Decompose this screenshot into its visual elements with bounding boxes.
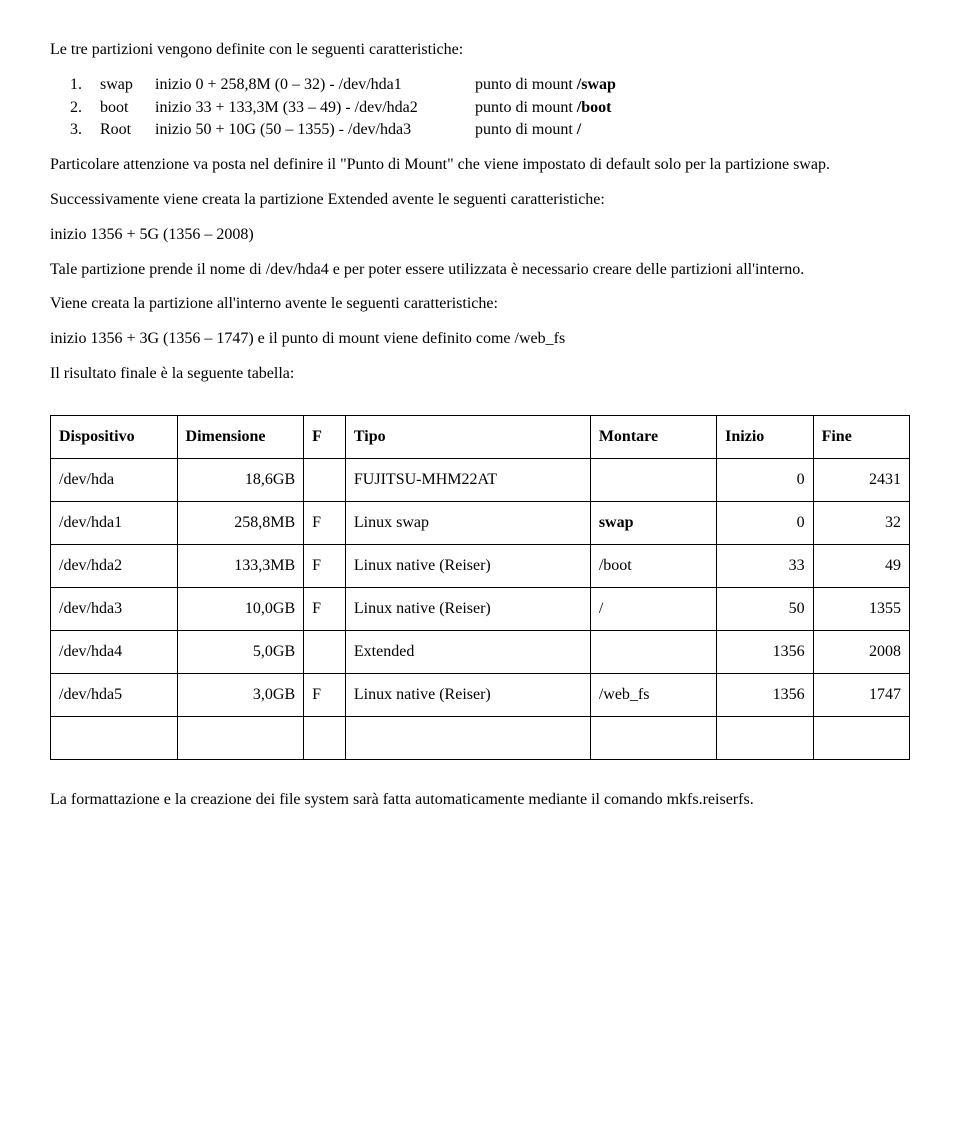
table-cell: 1355	[813, 587, 909, 630]
paragraph-8: La formattazione e la creazione dei file…	[50, 790, 910, 811]
table-cell: 18,6GB	[177, 458, 304, 501]
mount-point: /swap	[577, 76, 616, 93]
list-mount: punto di mount /swap	[475, 75, 616, 96]
table-cell: /dev/hda5	[51, 673, 178, 716]
table-cell: 0	[717, 501, 813, 544]
paragraph-1: Particolare attenzione va posta nel defi…	[50, 155, 910, 176]
table-row: /dev/hda53,0GBFLinux native (Reiser)/web…	[51, 673, 910, 716]
table-row: /dev/hda310,0GBFLinux native (Reiser)/50…	[51, 587, 910, 630]
paragraph-6: inizio 1356 + 3G (1356 – 1747) e il punt…	[50, 329, 910, 350]
table-cell: 258,8MB	[177, 501, 304, 544]
th-f: F	[304, 415, 346, 458]
table-row: /dev/hda18,6GB FUJITSU-MHM22AT 02431	[51, 458, 910, 501]
table-cell: /boot	[590, 544, 716, 587]
table-cell: /	[590, 587, 716, 630]
table-row	[51, 716, 910, 759]
list-number: 2.	[50, 98, 100, 119]
partition-table: Dispositivo Dimensione F Tipo Montare In…	[50, 415, 910, 760]
table-cell	[717, 716, 813, 759]
list-item: 3.Rootinizio 50 + 10G (50 – 1355) - /dev…	[50, 120, 910, 141]
table-cell: 3,0GB	[177, 673, 304, 716]
table-header-row: Dispositivo Dimensione F Tipo Montare In…	[51, 415, 910, 458]
table-cell	[590, 716, 716, 759]
th-dimensione: Dimensione	[177, 415, 304, 458]
list-item: 2.bootinizio 33 + 133,3M (33 – 49) - /de…	[50, 98, 910, 119]
table-cell: Linux native (Reiser)	[345, 673, 590, 716]
list-number: 3.	[50, 120, 100, 141]
table-cell	[177, 716, 304, 759]
table-cell: swap	[590, 501, 716, 544]
table-cell	[304, 630, 346, 673]
table-cell: /web_fs	[590, 673, 716, 716]
th-tipo: Tipo	[345, 415, 590, 458]
table-cell: /dev/hda1	[51, 501, 178, 544]
list-spec: inizio 33 + 133,3M (33 – 49) - /dev/hda2	[155, 98, 475, 119]
list-label: swap	[100, 75, 155, 96]
paragraph-2: Successivamente viene creata la partizio…	[50, 190, 910, 211]
partition-list: 1.swapinizio 0 + 258,8M (0 – 32) - /dev/…	[50, 75, 910, 141]
table-cell: 33	[717, 544, 813, 587]
mount-point: /boot	[577, 99, 612, 116]
paragraph-7: Il risultato finale è la seguente tabell…	[50, 364, 910, 385]
table-cell	[590, 630, 716, 673]
table-cell: Linux swap	[345, 501, 590, 544]
list-spec: inizio 50 + 10G (50 – 1355) - /dev/hda3	[155, 120, 475, 141]
list-label: boot	[100, 98, 155, 119]
table-cell: 2008	[813, 630, 909, 673]
paragraph-4: Tale partizione prende il nome di /dev/h…	[50, 260, 910, 281]
table-cell: 0	[717, 458, 813, 501]
table-cell: /dev/hda2	[51, 544, 178, 587]
list-label: Root	[100, 120, 155, 141]
table-cell: F	[304, 673, 346, 716]
table-row: /dev/hda2133,3MBFLinux native (Reiser)/b…	[51, 544, 910, 587]
table-cell: Extended	[345, 630, 590, 673]
table-cell: F	[304, 587, 346, 630]
table-cell: 2431	[813, 458, 909, 501]
th-fine: Fine	[813, 415, 909, 458]
table-cell	[345, 716, 590, 759]
table-cell: FUJITSU-MHM22AT	[345, 458, 590, 501]
table-cell: 49	[813, 544, 909, 587]
table-cell: Linux native (Reiser)	[345, 587, 590, 630]
table-cell: F	[304, 544, 346, 587]
table-cell: /dev/hda4	[51, 630, 178, 673]
intro-text: Le tre partizioni vengono definite con l…	[50, 40, 910, 61]
table-cell	[304, 458, 346, 501]
table-cell	[813, 716, 909, 759]
table-cell: Linux native (Reiser)	[345, 544, 590, 587]
list-number: 1.	[50, 75, 100, 96]
table-cell	[51, 716, 178, 759]
th-dispositivo: Dispositivo	[51, 415, 178, 458]
list-spec: inizio 0 + 258,8M (0 – 32) - /dev/hda1	[155, 75, 475, 96]
table-cell: 133,3MB	[177, 544, 304, 587]
mount-point: /	[577, 121, 581, 138]
list-item: 1.swapinizio 0 + 258,8M (0 – 32) - /dev/…	[50, 75, 910, 96]
table-row: /dev/hda45,0GB Extended 13562008	[51, 630, 910, 673]
table-cell: 1747	[813, 673, 909, 716]
table-row: /dev/hda1258,8MBFLinux swapswap032	[51, 501, 910, 544]
table-cell: /dev/hda	[51, 458, 178, 501]
table-cell: 5,0GB	[177, 630, 304, 673]
table-cell: 1356	[717, 630, 813, 673]
paragraph-3: inizio 1356 + 5G (1356 – 2008)	[50, 225, 910, 246]
table-cell: /dev/hda3	[51, 587, 178, 630]
list-mount: punto di mount /boot	[475, 98, 611, 119]
table-cell	[304, 716, 346, 759]
th-inizio: Inizio	[717, 415, 813, 458]
table-cell: 10,0GB	[177, 587, 304, 630]
table-cell: 1356	[717, 673, 813, 716]
table-cell	[590, 458, 716, 501]
th-montare: Montare	[590, 415, 716, 458]
list-mount: punto di mount /	[475, 120, 581, 141]
table-cell: 32	[813, 501, 909, 544]
table-cell: F	[304, 501, 346, 544]
paragraph-5: Viene creata la partizione all'interno a…	[50, 294, 910, 315]
table-cell: 50	[717, 587, 813, 630]
